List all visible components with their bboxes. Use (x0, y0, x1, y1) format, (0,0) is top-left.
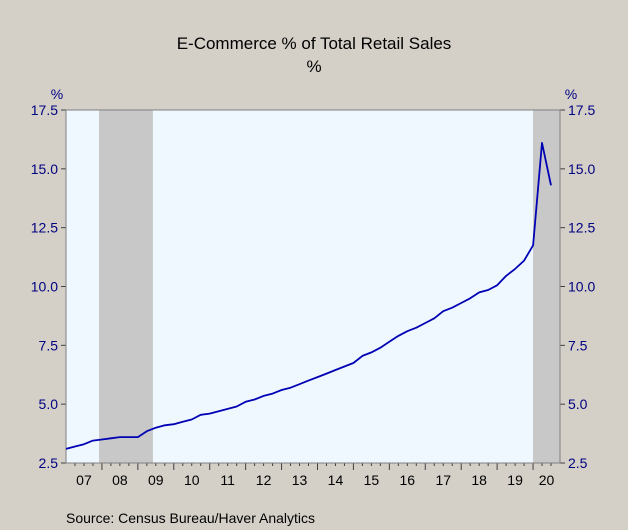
y-tick-label-right: 12.5 (568, 220, 595, 236)
y-tick-label-left: 15.0 (31, 161, 58, 177)
recession-band (533, 110, 560, 463)
x-tick-label: 15 (364, 472, 380, 488)
x-tick-label: 16 (400, 472, 416, 488)
x-tick-label: 10 (184, 472, 200, 488)
y-tick-label-right: 15.0 (568, 161, 595, 177)
y-tick-label-left: 10.0 (31, 279, 58, 295)
y-tick-label-right: 17.5 (568, 102, 595, 118)
recession-shading (99, 110, 560, 463)
y-tick-label-left: 17.5 (31, 102, 58, 118)
y-tick-label-right: 7.5 (568, 337, 588, 353)
y-tick-label-left: 5.0 (39, 396, 59, 412)
source-note: Source: Census Bureau/Haver Analytics (66, 510, 315, 526)
x-tick-label: 11 (220, 472, 235, 488)
y-tick-label-right: 10.0 (568, 279, 595, 295)
y-tick-label-left: 7.5 (39, 337, 59, 353)
axis-ticks: 2.5 2.5 5.0 5.0 7.5 7.5 10.0 10.0 12.5 12.5 15.0 15… (31, 102, 596, 488)
chart-subtitle: % (306, 57, 321, 76)
x-tick-label: 17 (435, 472, 451, 488)
series-layer (65, 141, 552, 450)
x-tick-label: 18 (471, 472, 487, 488)
chart-title: E-Commerce % of Total Retail Sales (177, 34, 452, 53)
y-tick-label-right: 2.5 (568, 455, 588, 471)
x-tick-label: 20 (539, 472, 555, 488)
x-tick-label: 13 (292, 472, 308, 488)
x-tick-label: 19 (507, 472, 523, 488)
x-tick-label: 09 (148, 472, 164, 488)
y-tick-label-left: 12.5 (31, 220, 58, 236)
x-tick-label: 07 (76, 472, 92, 488)
plot-frame (65, 109, 561, 464)
x-tick-label: 12 (256, 472, 272, 488)
x-tick-label: 08 (112, 472, 128, 488)
left-axis-unit: % (51, 86, 63, 102)
right-axis-unit: % (565, 86, 577, 102)
series-line (65, 141, 552, 450)
y-tick-label-right: 5.0 (568, 396, 588, 412)
recession-band (99, 110, 153, 463)
y-tick-label-left: 2.5 (39, 455, 59, 471)
x-tick-label: 14 (328, 472, 344, 488)
